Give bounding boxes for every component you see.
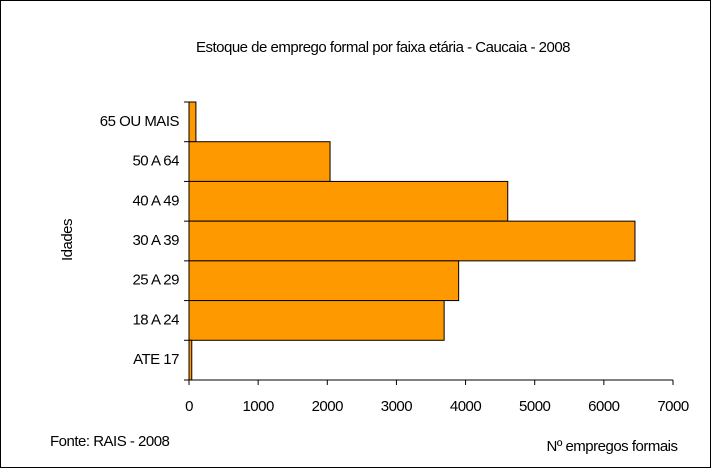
y-tick-label: 18 A 24	[132, 311, 179, 328]
x-tick-label: 7000	[657, 398, 689, 415]
x-tick-label: 3000	[381, 398, 413, 415]
source-note: Fonte: RAIS - 2008	[50, 433, 170, 450]
bar	[188, 260, 460, 302]
y-tick-label: ATE 17	[133, 351, 179, 368]
y-tick-label: 65 OU MAIS	[100, 113, 180, 130]
bar	[188, 141, 331, 182]
x-tick-label: 4000	[450, 398, 482, 415]
bar	[188, 180, 509, 222]
x-tick-label: 0	[185, 398, 193, 415]
y-axis-label: Idades	[59, 219, 76, 261]
x-tick-label: 6000	[588, 398, 620, 415]
y-tick-label: 40 A 49	[132, 192, 179, 209]
x-axis-label: Nº empregos formais	[546, 438, 677, 455]
bar	[188, 101, 197, 143]
bar	[188, 220, 636, 262]
chart-title: Estoque de emprego formal por faixa etár…	[196, 39, 570, 56]
x-tick-label: 5000	[519, 398, 551, 415]
y-tick-label: 25 A 29	[132, 272, 179, 289]
x-tick-label: 1000	[242, 398, 274, 415]
x-tick-label: 2000	[312, 398, 344, 415]
y-tick-label: 50 A 64	[132, 153, 179, 170]
bar	[188, 300, 445, 341]
y-tick-label: 30 A 39	[132, 232, 179, 249]
